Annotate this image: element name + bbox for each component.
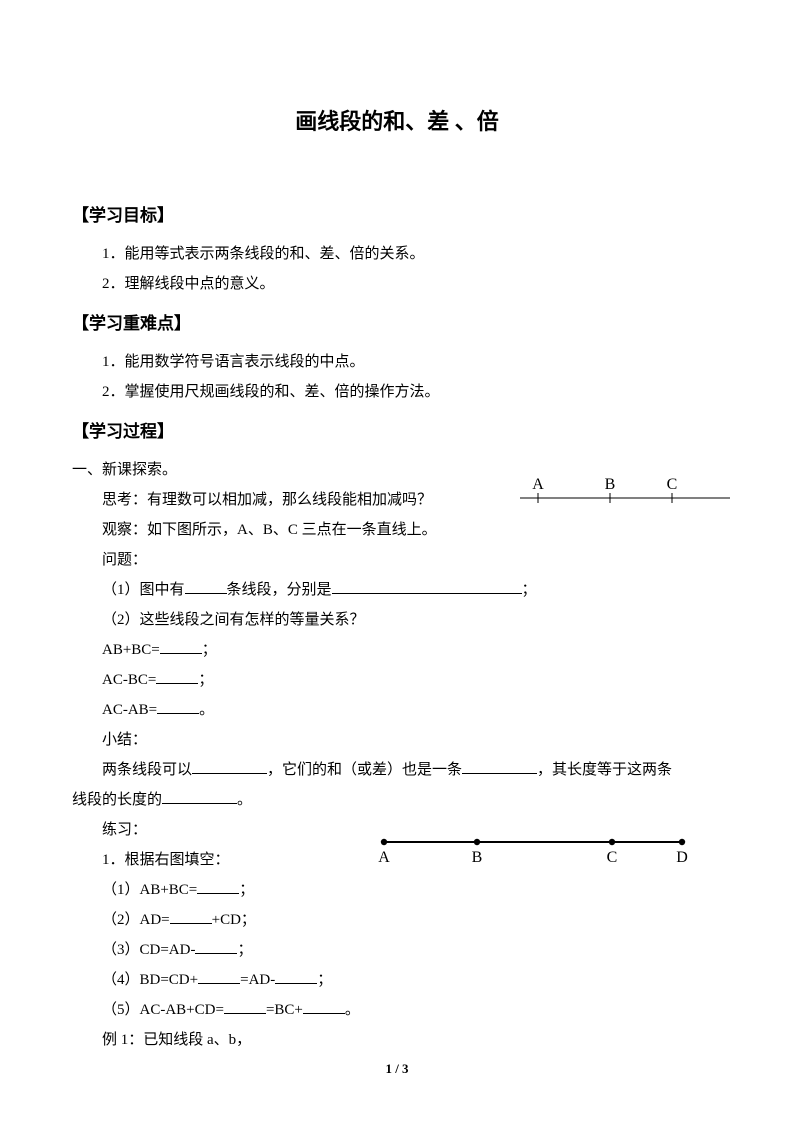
svg-text:C: C [667, 476, 678, 493]
ex1: 例 1：已知线段 a、b， [72, 1025, 722, 1055]
eq2: AC-BC= ； [72, 665, 722, 695]
p1-4: （4）BD=CD+ =AD- ； [72, 965, 722, 995]
page-title: 画线段的和、差 、倍 [72, 100, 722, 144]
svg-text:A: A [532, 476, 544, 493]
page-number: 1 / 3 [0, 1061, 794, 1077]
p1-5: （5）AC-AB+CD= =BC+ 。 [72, 995, 722, 1025]
blank [156, 669, 198, 684]
p1-3-a: （3）CD=AD- [102, 942, 195, 958]
eq3-a: AC-AB= [102, 702, 157, 718]
p1-4-b: =AD- [240, 972, 275, 988]
blank [462, 759, 537, 774]
svg-text:A: A [378, 849, 390, 866]
semi: ； [237, 942, 252, 958]
blank [170, 909, 212, 924]
goal-1: 1．能用等式表示两条线段的和、差、倍的关系。 [72, 239, 722, 269]
svg-text:B: B [605, 476, 616, 493]
blank [162, 789, 237, 804]
blank [195, 939, 237, 954]
p1-2-a: （2）AD= [102, 912, 170, 928]
blank [157, 699, 199, 714]
p1-4-a: （4）BD=CD+ [102, 972, 198, 988]
difficulty-2: 2．掌握使用尺规画线段的和、差、倍的操作方法。 [72, 377, 722, 407]
line-abcd-svg: A B C D [372, 830, 692, 868]
blank [197, 879, 239, 894]
period: 。 [199, 702, 214, 718]
eq3: AC-AB= 。 [72, 695, 722, 725]
eq2-a: AC-BC= [102, 672, 156, 688]
p1-2-b: +CD； [212, 912, 256, 928]
blank [275, 969, 317, 984]
eq1-a: AB+BC= [102, 642, 160, 658]
p1-3: （3）CD=AD- ； [72, 935, 722, 965]
q1-b: 条线段，分别是 [227, 582, 332, 598]
p1-5-a: （5）AC-AB+CD= [102, 1002, 224, 1018]
period: 。 [345, 1002, 360, 1018]
diagram-abcd: A B C D [372, 830, 692, 873]
summary-b: ，它们的和（或差）也是一条 [267, 762, 462, 778]
summary-c: ，其长度等于这两条 [537, 762, 672, 778]
q1-c: ； [522, 582, 537, 598]
period: 。 [237, 792, 252, 808]
svg-text:C: C [607, 849, 618, 866]
summary-label: 小结： [72, 725, 722, 755]
svg-text:B: B [472, 849, 483, 866]
blank [192, 759, 267, 774]
process-heading: 【学习过程】 [72, 415, 722, 449]
summary-d: 线段的长度的 [72, 792, 162, 808]
blank [160, 639, 202, 654]
problem-label: 问题： [72, 545, 722, 575]
summary-a: 两条线段可以 [102, 762, 192, 778]
svg-text:D: D [676, 849, 688, 866]
line-abc-svg: A B C [520, 474, 730, 508]
p1-1-a: （1）AB+BC= [102, 882, 197, 898]
p1-2: （2）AD= +CD； [72, 905, 722, 935]
semi: ； [317, 972, 332, 988]
blank [185, 579, 227, 594]
difficulties-heading: 【学习重难点】 [72, 307, 722, 341]
blank [303, 999, 345, 1014]
goal-2: 2．理解线段中点的意义。 [72, 269, 722, 299]
semi: ； [198, 672, 213, 688]
observe-line: 观察：如下图所示，A、B、C 三点在一条直线上。 [72, 515, 722, 545]
semi: ； [202, 642, 217, 658]
semi: ； [239, 882, 254, 898]
q1-a: （1）图中有 [102, 582, 185, 598]
blank [198, 969, 240, 984]
p1-5-b: =BC+ [266, 1002, 303, 1018]
summary-line1: 两条线段可以 ，它们的和（或差）也是一条 ，其长度等于这两条 [72, 755, 722, 785]
difficulty-1: 1．能用数学符号语言表示线段的中点。 [72, 347, 722, 377]
diagram-abc: A B C [520, 474, 730, 513]
eq1: AB+BC= ； [72, 635, 722, 665]
blank [224, 999, 266, 1014]
q2: （2）这些线段之间有怎样的等量关系？ [72, 605, 722, 635]
p1-1: （1）AB+BC= ； [72, 875, 722, 905]
summary-line2: 线段的长度的 。 [72, 785, 722, 815]
q1: （1）图中有 条线段，分别是 ； [72, 575, 722, 605]
blank [332, 579, 522, 594]
goals-heading: 【学习目标】 [72, 199, 722, 233]
